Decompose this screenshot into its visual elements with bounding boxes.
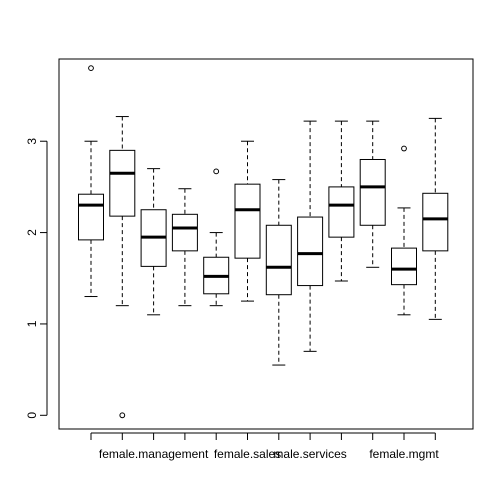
plot-frame (58, 58, 474, 430)
box-9 (328, 120, 355, 282)
box-4 (171, 188, 198, 307)
box-10 (359, 120, 386, 268)
iqr-box (297, 216, 324, 287)
box-2 (109, 116, 136, 419)
y-tick-label: 0 (25, 412, 39, 419)
x-tick-label: male.services (273, 447, 346, 461)
boxes-group (78, 65, 449, 419)
iqr-box (391, 247, 417, 286)
x-tick-label: female.mgmt (369, 447, 439, 461)
iqr-box (359, 158, 386, 226)
outlier-point (119, 412, 126, 419)
x-tick-label: female.sales (214, 447, 281, 461)
y-axis: 0 1 2 3 (25, 138, 48, 419)
box-1 (78, 65, 104, 298)
iqr-box (78, 193, 104, 241)
iqr-box (422, 192, 449, 252)
iqr-box (234, 183, 261, 259)
iqr-box (328, 186, 355, 238)
outlier-point (213, 168, 220, 175)
iqr-box (265, 224, 292, 296)
outlier-point (401, 145, 407, 152)
box-3 (140, 168, 167, 316)
iqr-box (171, 213, 198, 252)
y-tick-label: 1 (25, 320, 39, 327)
box-5 (203, 168, 230, 307)
box-7 (265, 179, 292, 366)
y-tick-label: 3 (25, 138, 39, 145)
box-12 (422, 117, 449, 320)
outlier-point (88, 65, 94, 72)
iqr-box (109, 149, 136, 217)
box-8 (297, 120, 324, 352)
x-tick-label: female.management (99, 447, 209, 461)
x-axis: female.management female.salesmale.servic… (90, 432, 439, 461)
box-6 (234, 140, 261, 302)
box-11 (391, 145, 417, 316)
y-tick-label: 2 (25, 229, 39, 236)
